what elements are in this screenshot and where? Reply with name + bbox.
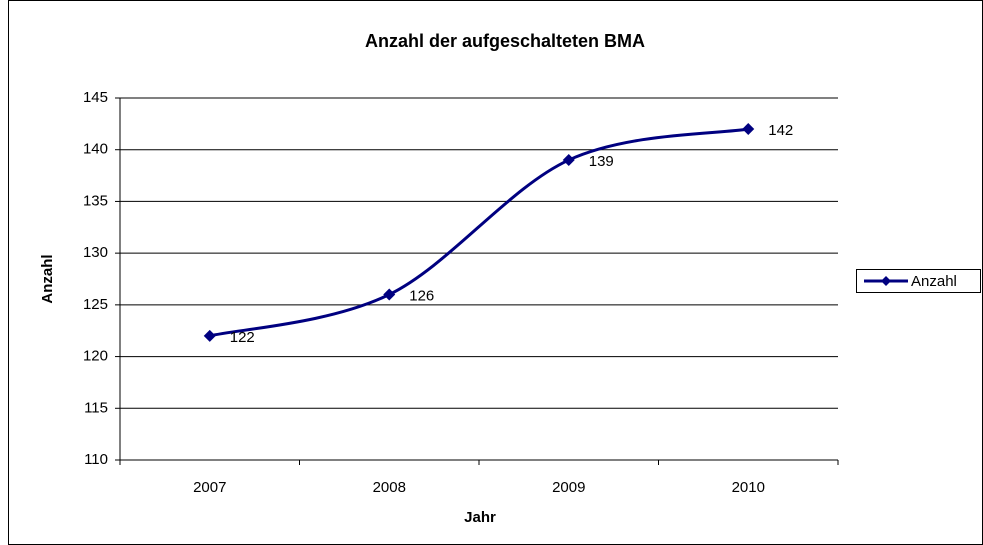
line	[209, 127, 749, 338]
data-label: 142	[768, 122, 793, 139]
y-tick-label: 125	[83, 296, 108, 313]
y-tick-label: 110	[84, 451, 108, 468]
y-tick-label: 145	[83, 89, 108, 106]
y-tick-label: 120	[83, 348, 108, 365]
x-tick-label: 2007	[193, 479, 226, 496]
legend-box	[856, 269, 981, 293]
y-axis-label: Anzahl	[39, 254, 56, 303]
y-tick-label: 130	[83, 244, 108, 261]
marker	[203, 329, 216, 342]
marker	[383, 288, 396, 301]
y-tick-label: 115	[84, 399, 108, 416]
chart-title: Anzahl der aufgeschalteten BMA	[365, 31, 645, 51]
x-tick-label: 2008	[373, 479, 406, 496]
data-label: 139	[589, 153, 614, 170]
data-label: 122	[230, 329, 255, 346]
legend-label: Anzahl	[911, 273, 957, 290]
data-label: 126	[409, 287, 434, 304]
y-tick-label: 135	[83, 192, 108, 209]
chart-frame	[8, 0, 983, 545]
x-tick-label: 2009	[552, 479, 585, 496]
y-tick-label: 140	[83, 141, 108, 158]
marker	[742, 123, 755, 136]
x-tick-label: 2010	[732, 479, 765, 496]
legend-marker	[881, 276, 891, 286]
x-axis-label: Jahr	[464, 509, 496, 526]
marker	[562, 154, 575, 167]
